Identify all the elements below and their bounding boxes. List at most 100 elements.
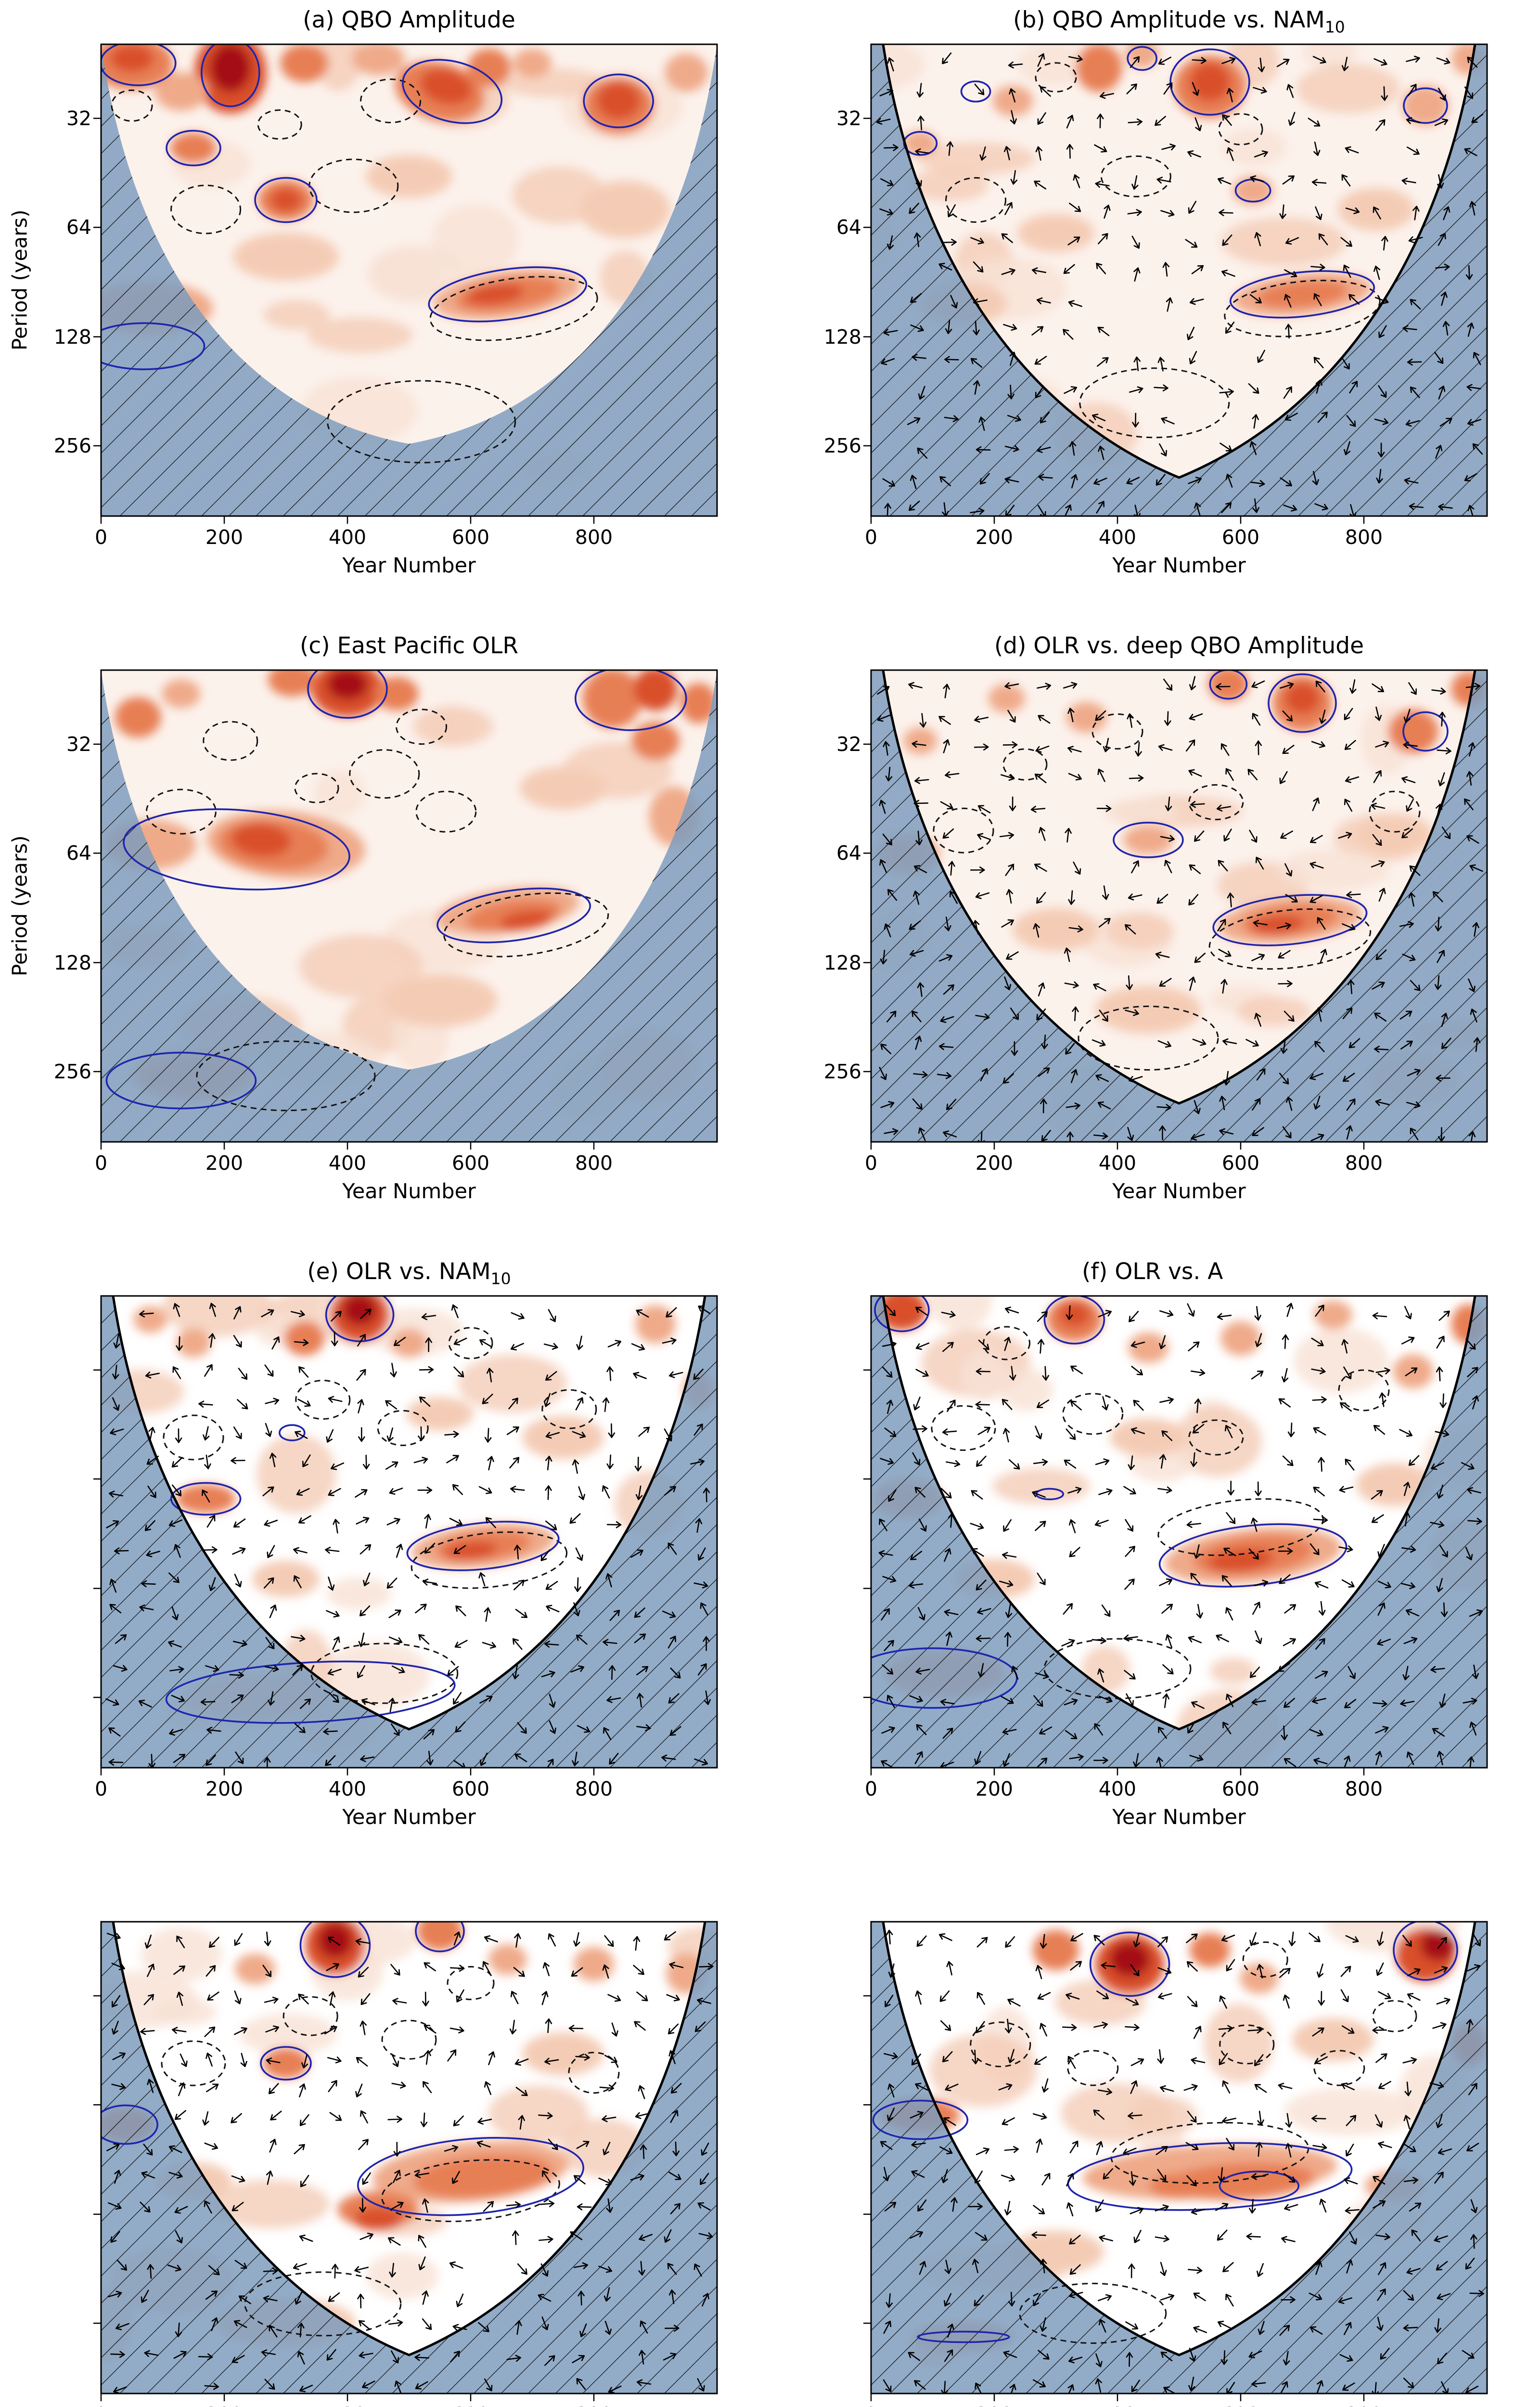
- y-tick-label: 128: [808, 1576, 861, 1601]
- panel-title: (f) OLR vs. AMOC: [871, 1258, 1487, 1288]
- x-tick-label: 400: [1089, 1152, 1146, 1175]
- wavelet-plot-canvas: [101, 1922, 717, 2394]
- x-tick-label: 200: [195, 1777, 253, 1800]
- x-tick-label: 800: [1335, 1777, 1393, 1800]
- x-tick-label: 600: [1212, 1777, 1270, 1800]
- x-tick-label: 400: [319, 1152, 376, 1175]
- plot-area: [101, 670, 717, 1142]
- wavelet-plot-canvas: [101, 1296, 717, 1768]
- y-ticks: 32 64 128 256: [806, 44, 864, 516]
- x-tick-label: 800: [565, 1152, 623, 1175]
- x-tick-label: 0: [72, 526, 130, 549]
- panel-title-sub: 10: [1325, 17, 1345, 36]
- x-tick-label: 400: [1089, 2403, 1146, 2407]
- y-tick-label: 32: [38, 106, 91, 131]
- y-tick-label: 256: [808, 433, 861, 458]
- x-tick-label: 600: [1212, 526, 1270, 549]
- y-tick-label: 64: [38, 841, 91, 866]
- y-ticks: 32 64 128 256: [36, 670, 94, 1142]
- wavelet-figure: (a) QBO Amplitude Period (years) 32 64 128…: [0, 0, 1540, 2407]
- plot-area: [871, 44, 1487, 516]
- y-tick-label: 256: [38, 1059, 91, 1084]
- y-axis-label: [777, 670, 803, 1142]
- x-tick-label: 200: [195, 526, 253, 549]
- y-ticks: 32 64 128 256: [36, 1922, 94, 2394]
- panel-title-text: (d) OLR vs. deep QBO Amplitude: [994, 633, 1364, 659]
- x-tick-label: 800: [565, 1777, 623, 1800]
- panel-title: (c) East Pacific OLR: [101, 633, 717, 662]
- x-tick-label: 600: [442, 2403, 500, 2407]
- panel-title-text: (g) Pacific SST index vs. AMOC (50°N): [195, 1884, 622, 1911]
- wavelet-plot-canvas: [101, 44, 717, 516]
- y-tick-label: 64: [808, 2092, 861, 2117]
- x-ticks: 0200400600800: [101, 526, 717, 551]
- panel-title: (a) QBO Amplitude: [101, 7, 717, 36]
- wavelet-panel: (b) QBO Amplitude vs. NAM10 32 64 128 256 0…: [770, 0, 1540, 626]
- x-tick-label: 0: [842, 1152, 900, 1175]
- y-ticks: 32 64 128 256: [806, 1922, 864, 2394]
- y-tick-label: 32: [38, 1983, 91, 2008]
- y-ticks: 32 64 128 256: [806, 670, 864, 1142]
- y-ticks: 32 64 128 256: [806, 1296, 864, 1768]
- y-axis-label: [777, 1922, 803, 2394]
- panel-title-text: (f) OLR vs. AMOC: [1082, 1258, 1276, 1285]
- x-tick-label: 200: [195, 1152, 253, 1175]
- y-tick-label: 32: [808, 1983, 861, 2008]
- x-ticks: 0200400600800: [871, 1777, 1487, 1802]
- y-tick-label: 64: [808, 1466, 861, 1491]
- y-axis-label: [7, 1922, 33, 2394]
- plot-area: [871, 670, 1487, 1142]
- wavelet-plot-canvas: [871, 1922, 1487, 2394]
- panel-title-text: (b) QBO Amplitude vs. NAM: [1013, 7, 1325, 33]
- y-tick-label: 256: [808, 1685, 861, 1710]
- y-tick-label: 32: [38, 732, 91, 757]
- wavelet-panel: (g) Pacific SST index vs. AMOC (50°N) 32…: [0, 1877, 770, 2407]
- x-tick-label: 200: [195, 2403, 253, 2407]
- x-axis-label: Year Number: [101, 1805, 717, 1829]
- wavelet-panel: (c) East Pacific OLR Period (years) 32 64…: [0, 626, 770, 1252]
- x-axis-label: Year Number: [101, 554, 717, 578]
- x-tick-label: 0: [72, 1152, 130, 1175]
- x-tick-label: 400: [1089, 526, 1146, 549]
- x-tick-label: 0: [842, 1777, 900, 1800]
- wavelet-plot-canvas: [871, 670, 1487, 1142]
- panel-title-text: (h) Pacific SST index vs. OLR: [1018, 1884, 1341, 1911]
- y-tick-label: 256: [808, 2311, 861, 2336]
- x-tick-label: 0: [842, 2403, 900, 2407]
- x-ticks: 0200400600800: [101, 1777, 717, 1802]
- y-axis-label: [777, 44, 803, 516]
- y-tick-label: 64: [38, 2092, 91, 2117]
- y-tick-label: 256: [38, 433, 91, 458]
- panel-title-text: (e) OLR vs. NAM: [307, 1258, 490, 1285]
- x-tick-label: 0: [842, 526, 900, 549]
- y-ticks: 32 64 128 256: [36, 44, 94, 516]
- y-tick-label: 32: [808, 1358, 861, 1383]
- wavelet-plot-canvas: [871, 1296, 1487, 1768]
- x-tick-label: 0: [72, 2403, 130, 2407]
- y-tick-label: 128: [38, 950, 91, 975]
- y-tick-label: 128: [38, 2202, 91, 2227]
- y-tick-label: 128: [38, 1576, 91, 1601]
- y-tick-label: 32: [808, 732, 861, 757]
- x-tick-label: 400: [319, 526, 376, 549]
- wavelet-panel: (e) OLR vs. NAM10 32 64 128 256 0 200 400 600 8…: [0, 1252, 770, 1877]
- panel-title: (g) Pacific SST index vs. AMOC (50°N): [101, 1884, 717, 1914]
- panel-title-text: (c) East Pacific OLR: [300, 633, 518, 659]
- plot-area: [871, 1922, 1487, 2394]
- plot-area: [101, 44, 717, 516]
- x-tick-label: 400: [1089, 1777, 1146, 1800]
- y-tick-label: 256: [38, 2311, 91, 2336]
- wavelet-plot-canvas: [101, 670, 717, 1142]
- x-tick-label: 600: [1212, 1152, 1270, 1175]
- x-tick-label: 600: [442, 526, 500, 549]
- x-tick-label: 200: [965, 1777, 1023, 1800]
- plot-area: [101, 1296, 717, 1768]
- plot-area: [101, 1922, 717, 2394]
- x-axis-label: Year Number: [101, 1179, 717, 1204]
- wavelet-panel: (a) QBO Amplitude Period (years) 32 64 128…: [0, 0, 770, 626]
- x-tick-label: 800: [1335, 526, 1393, 549]
- x-tick-label: 800: [565, 526, 623, 549]
- y-axis-label: Period (years): [7, 670, 33, 1142]
- panel-title: (e) OLR vs. NAM10: [101, 1258, 717, 1288]
- y-tick-label: 256: [38, 1685, 91, 1710]
